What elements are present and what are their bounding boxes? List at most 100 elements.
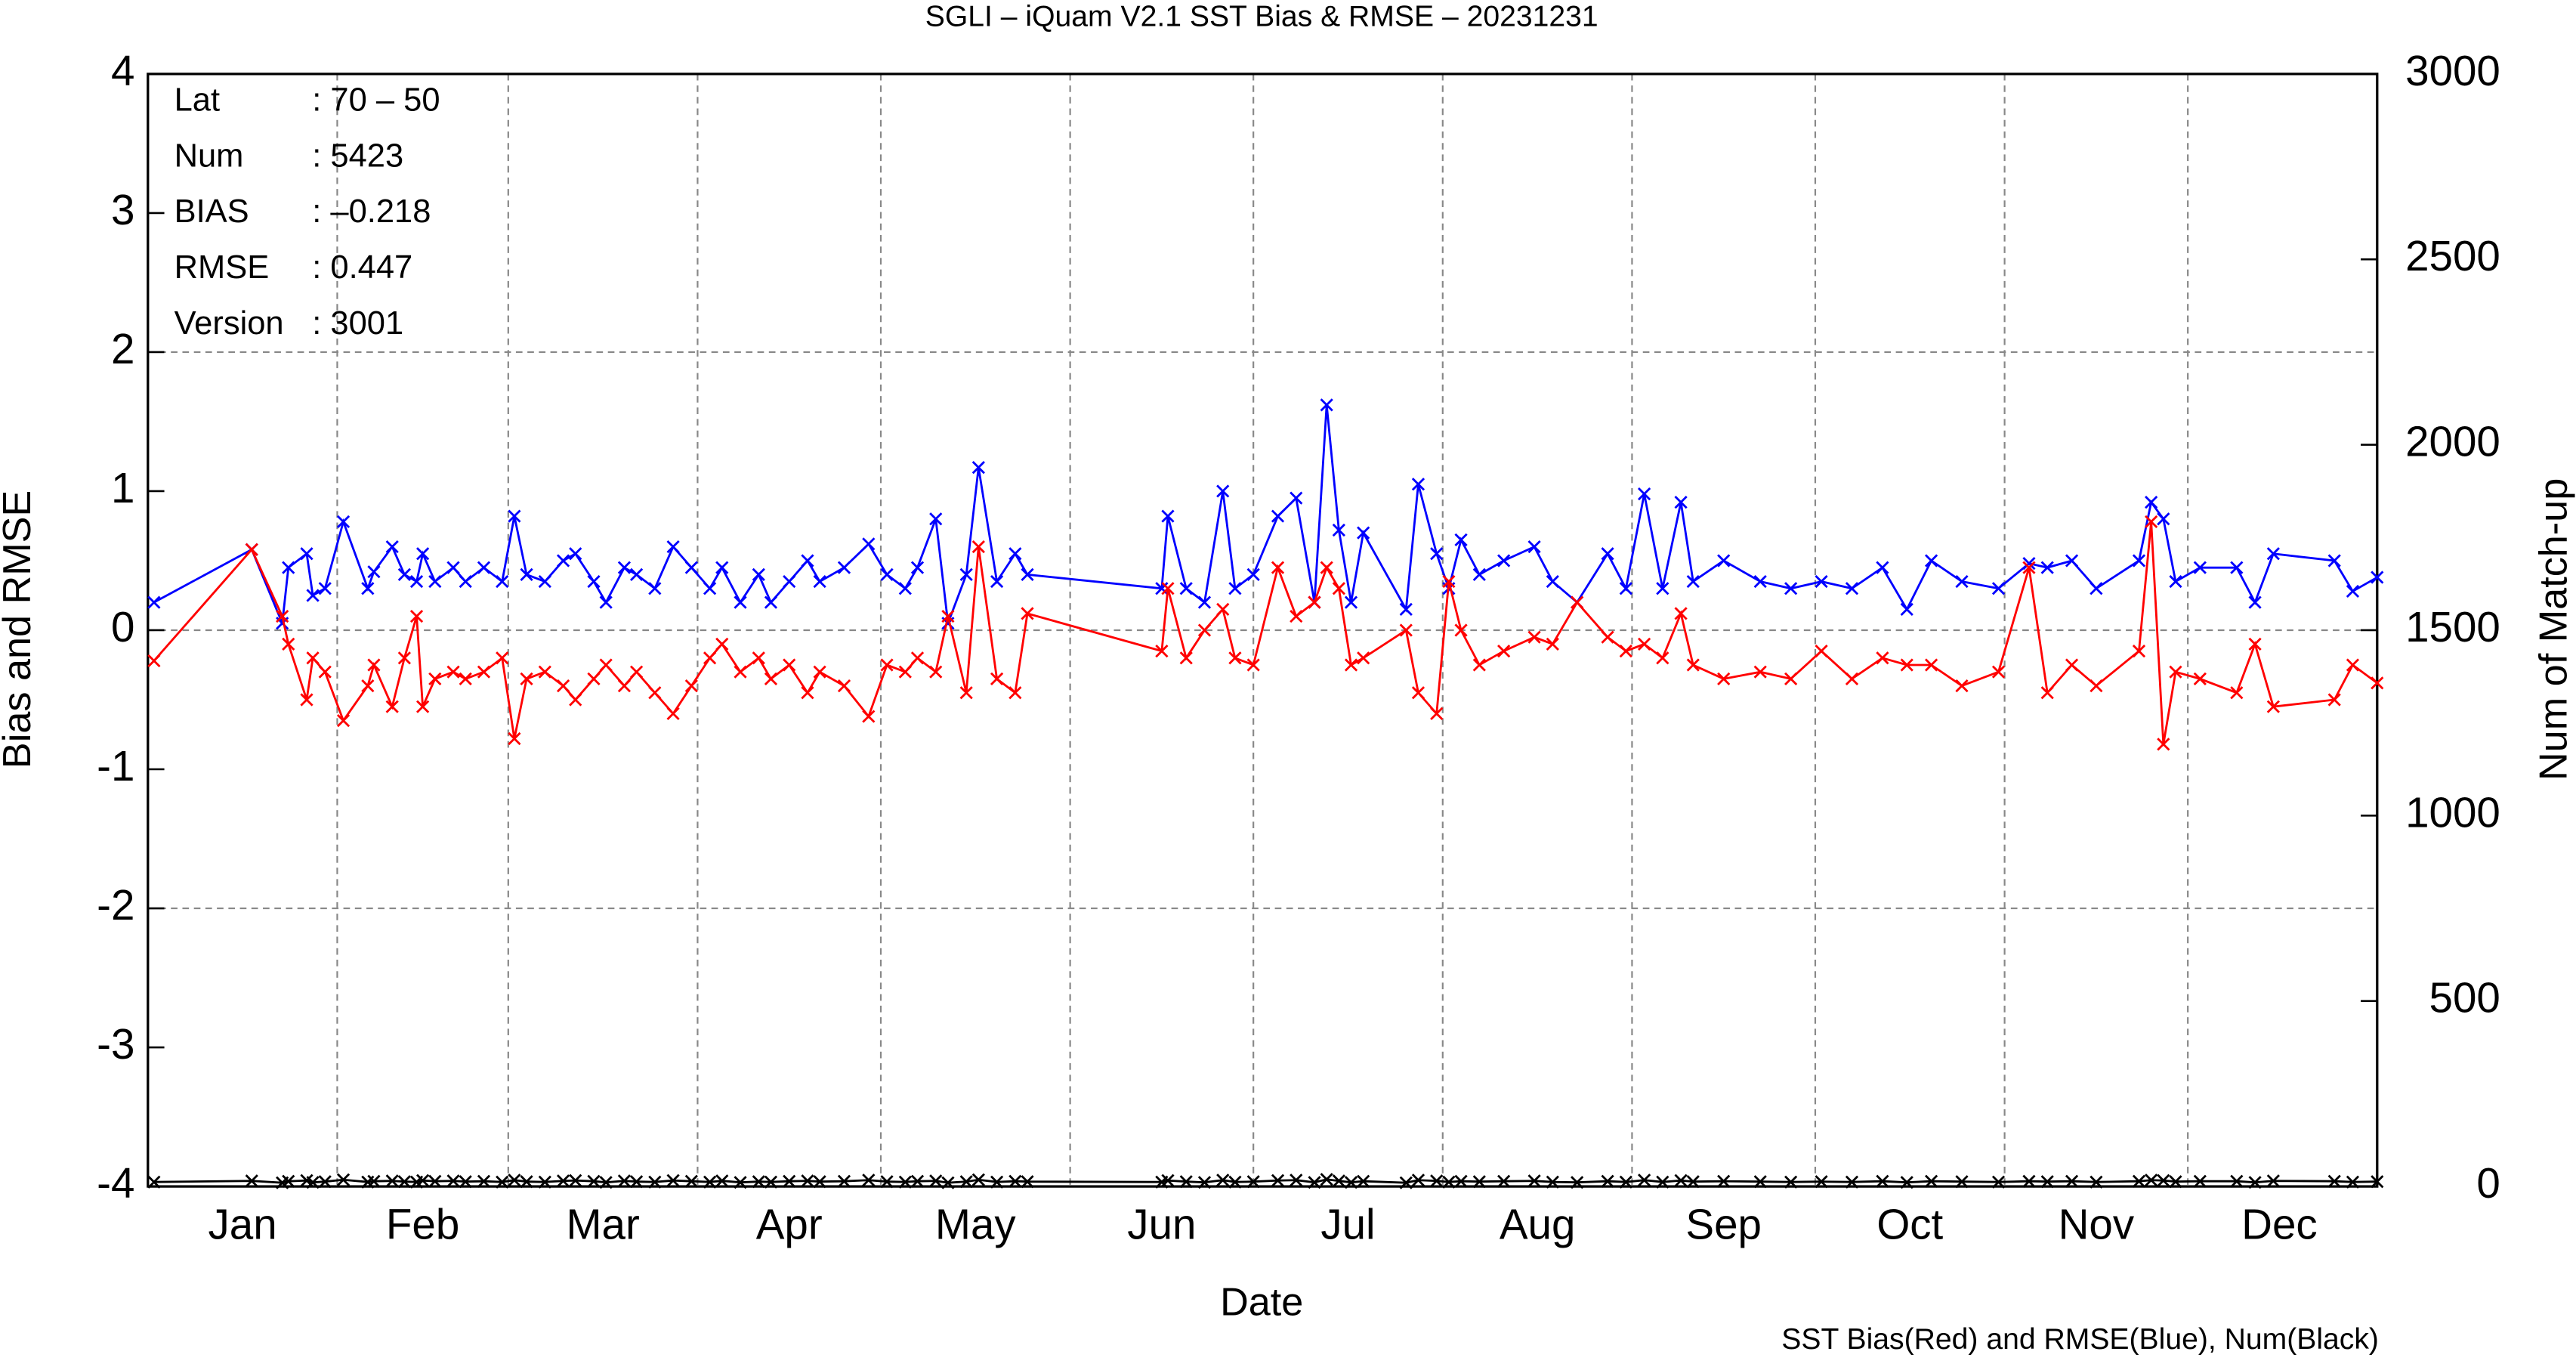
point-marker <box>556 554 570 567</box>
stat-label: BIAS <box>175 193 249 230</box>
y2-tick-label: 3000 <box>2405 47 2500 94</box>
point-marker <box>2346 584 2360 598</box>
point-marker <box>1344 658 1358 672</box>
point-marker <box>1161 509 1175 523</box>
point-marker <box>2040 1175 2054 1189</box>
point-marker <box>629 1175 644 1189</box>
point-marker <box>1411 1174 1425 1187</box>
point-marker <box>477 1174 491 1188</box>
point-marker <box>599 595 613 609</box>
point-marker <box>1454 1174 1468 1188</box>
point-marker <box>2157 512 2170 526</box>
point-marker <box>1924 658 1938 672</box>
point-marker <box>2169 665 2182 679</box>
point-marker <box>1155 644 1169 658</box>
y-tick-label: 4 <box>111 47 134 94</box>
point-marker <box>880 658 894 672</box>
point-marker <box>1674 607 1688 620</box>
stat-label: Lat <box>175 82 220 118</box>
point-marker <box>1161 1174 1175 1187</box>
point-marker <box>1619 644 1632 658</box>
point-marker <box>898 665 912 679</box>
y2-axis-title: Num of Match-up <box>2532 478 2576 781</box>
y-tick-label: -3 <box>97 1020 134 1068</box>
point-marker <box>862 710 876 723</box>
series-line <box>153 404 2378 624</box>
point-marker <box>1332 523 1345 537</box>
point-marker <box>666 540 680 554</box>
point-marker <box>1637 637 1651 651</box>
point-marker <box>801 1174 814 1188</box>
chart-title: SGLI – iQuam V2.1 SST Bias & RMSE – 2023… <box>925 0 1598 32</box>
y-tick-label: 3 <box>111 186 134 233</box>
point-marker <box>587 672 601 685</box>
x-axis-title: Date <box>1220 1280 1303 1324</box>
y2-tick-label: 1000 <box>2405 788 2500 836</box>
point-marker <box>1308 595 1321 609</box>
x-tick-label: Jul <box>1320 1200 1375 1248</box>
point-marker <box>2371 571 2384 584</box>
point-marker <box>2145 515 2158 529</box>
point-marker <box>1179 582 1193 595</box>
point-marker <box>1815 644 1828 658</box>
point-marker <box>1442 574 1456 589</box>
point-marker <box>416 700 430 713</box>
stat-label: RMSE <box>175 249 270 286</box>
point-marker <box>715 561 729 574</box>
point-marker <box>929 1174 943 1188</box>
point-marker <box>990 672 1004 685</box>
point-marker <box>1216 602 1230 616</box>
point-marker <box>147 654 161 668</box>
point-marker <box>2230 1174 2244 1188</box>
point-marker <box>1430 707 1444 721</box>
footnote: SST Bias(Red) and RMSE(Blue), Num(Black) <box>1781 1323 2379 1356</box>
point-marker <box>2022 557 2036 571</box>
point-marker <box>764 672 778 685</box>
point-marker <box>245 543 258 556</box>
point-marker <box>1656 651 1669 665</box>
point-marker <box>300 547 314 561</box>
point-marker <box>971 1173 985 1186</box>
point-marker <box>1155 582 1169 595</box>
point-marker <box>496 1175 509 1189</box>
point-marker <box>2090 582 2103 595</box>
point-marker <box>1271 561 1285 574</box>
point-marker <box>569 1174 582 1187</box>
point-marker <box>306 651 320 665</box>
point-marker <box>1228 1175 1242 1189</box>
point-marker <box>1290 1174 1303 1187</box>
point-marker <box>813 665 826 679</box>
point-marker <box>734 1176 747 1189</box>
point-marker <box>1784 1175 1798 1189</box>
y-tick-label: 0 <box>111 603 134 651</box>
x-tick-label: May <box>935 1200 1017 1248</box>
point-marker <box>1290 491 1303 505</box>
point-marker <box>1753 574 1767 589</box>
point-marker <box>764 595 778 609</box>
point-marker <box>2169 574 2182 589</box>
point-marker <box>666 707 680 721</box>
point-marker <box>990 1175 1004 1189</box>
point-marker <box>2090 1175 2103 1189</box>
point-marker <box>752 651 765 665</box>
point-marker <box>1900 602 1913 616</box>
point-marker <box>1399 1176 1413 1189</box>
point-marker <box>2346 658 2360 672</box>
point-marker <box>1717 672 1731 685</box>
point-marker <box>367 565 381 579</box>
point-marker <box>1179 651 1193 665</box>
point-marker <box>599 658 613 672</box>
point-marker <box>1527 630 1541 644</box>
point-marker <box>752 567 765 581</box>
plot-frame <box>147 73 2379 1188</box>
point-marker <box>1619 582 1632 595</box>
point-marker <box>1619 1175 1632 1189</box>
y2-tick-label: 2500 <box>2405 232 2500 280</box>
stat-value: : 70 – 50 <box>312 82 440 118</box>
point-marker <box>1546 637 1559 651</box>
point-marker <box>1497 554 1511 567</box>
point-marker <box>898 582 912 595</box>
point-marker <box>1197 623 1212 637</box>
point-marker <box>1290 609 1303 623</box>
point-marker <box>1686 1175 1700 1189</box>
